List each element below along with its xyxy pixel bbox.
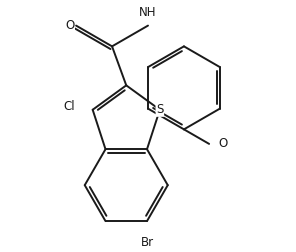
Text: Br: Br bbox=[140, 236, 154, 249]
Text: S: S bbox=[156, 103, 163, 116]
Text: NH: NH bbox=[139, 6, 157, 19]
Text: Cl: Cl bbox=[64, 100, 75, 113]
Text: O: O bbox=[219, 137, 228, 150]
Text: O: O bbox=[65, 19, 74, 32]
